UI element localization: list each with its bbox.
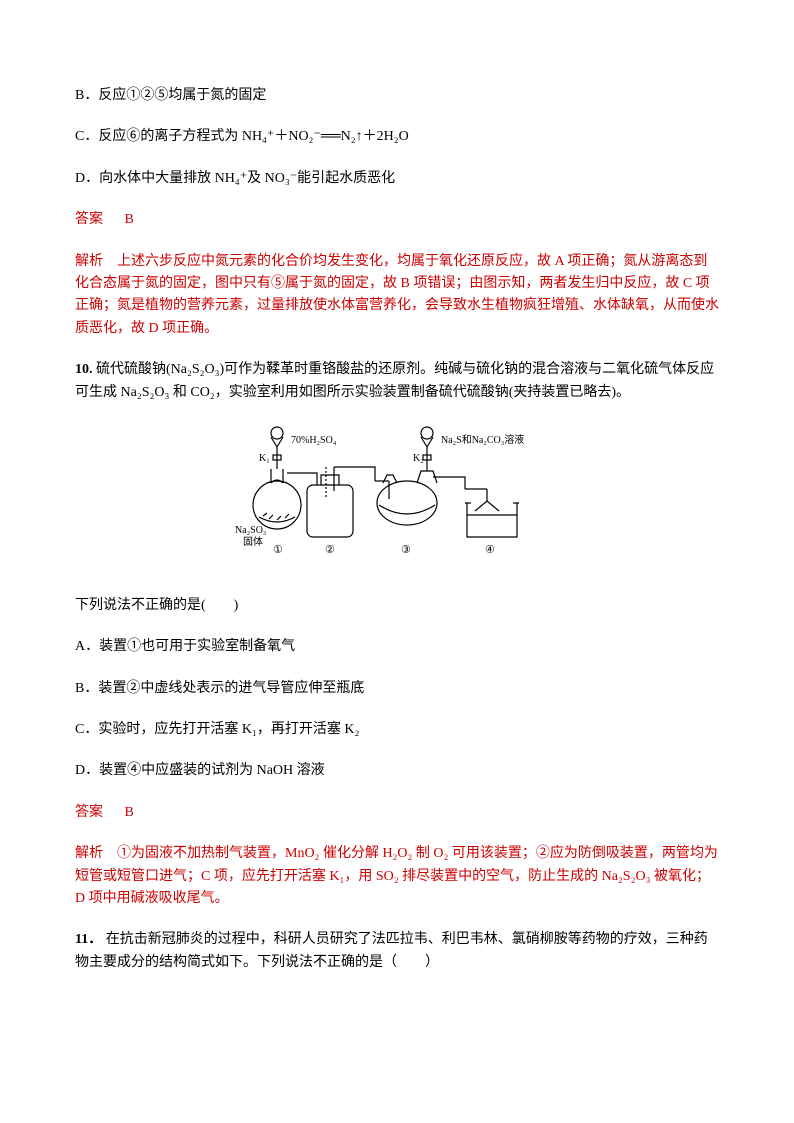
- explanation-text: 上述六步反应中氮元素的化合价均发生变化，均属于氧化还原反应，故 A 项正确；氮从…: [75, 254, 719, 336]
- explanation-1: 解析 上述六步反应中氮元素的化合价均发生变化，均属于氧化还原反应，故 A 项正确…: [75, 251, 719, 341]
- diagram-num-3: ③: [401, 544, 411, 556]
- q10-option-a: A．装置①也可用于实验室制备氧气: [75, 636, 719, 658]
- explanation-label-2: 解析: [75, 846, 103, 861]
- q11-number: 11．: [75, 932, 102, 947]
- option-d: D．向水体中大量排放 NH₄⁺及 NO₃⁻能引起水质恶化: [75, 168, 719, 190]
- label-na2so3-2: 固体: [243, 536, 263, 548]
- answer-value: B: [125, 212, 134, 227]
- label-h2so4: 70%H₂SO₄: [291, 435, 337, 446]
- answer-1: 答案 B: [75, 209, 719, 231]
- q10-number: 10.: [75, 362, 93, 377]
- explanation-2: 解析 ①为固液不加热制气装置，MnO₂ 催化分解 H₂O₂ 制 O₂ 可用该装置…: [75, 843, 719, 910]
- diagram-num-2: ②: [325, 544, 335, 556]
- q10-option-b: B．装置②中虚线处表示的进气导管应伸至瓶底: [75, 678, 719, 700]
- answer-value-2: B: [125, 805, 134, 820]
- diagram-num-4: ④: [485, 544, 495, 556]
- label-mix: Na₂S和Na₂CO₃溶液: [441, 433, 524, 446]
- q10-stem: 下列说法不正确的是( ): [75, 595, 719, 617]
- label-k2: K₂: [413, 453, 424, 464]
- question-10: 10. 硫代硫酸钠(Na₂S₂O₃)可作为鞣革时重铬酸盐的还原剂。纯碱与硫化钠的…: [75, 359, 719, 404]
- answer-label: 答案: [75, 212, 103, 227]
- apparatus-diagram: K₁ 70%H₂SO₄ Na₂SO₃ 固体 ① ②: [75, 423, 719, 573]
- explanation-text-2: ①为固液不加热制气装置，MnO₂ 催化分解 H₂O₂ 制 O₂ 可用该装置；②应…: [75, 846, 718, 906]
- explanation-label: 解析: [75, 254, 103, 269]
- label-na2so3-1: Na₂SO₃: [235, 525, 266, 536]
- label-k1: K₁: [259, 453, 270, 464]
- answer-label-2: 答案: [75, 805, 103, 820]
- q10-option-d: D．装置④中应盛装的试剂为 NaOH 溶液: [75, 760, 719, 782]
- diagram-num-1: ①: [273, 544, 283, 556]
- q10-option-c: C．实验时，应先打开活塞 K₁，再打开活塞 K₂: [75, 719, 719, 741]
- option-b: B．反应①②⑤均属于氮的固定: [75, 85, 719, 107]
- answer-2: 答案 B: [75, 802, 719, 824]
- q10-text: 硫代硫酸钠(Na₂S₂O₃)可作为鞣革时重铬酸盐的还原剂。纯碱与硫化钠的混合溶液…: [75, 362, 714, 399]
- q11-text: 在抗击新冠肺炎的过程中，科研人员研究了法匹拉韦、利巴韦林、氯硝柳胺等药物的疗效，…: [75, 932, 708, 969]
- option-c: C．反应⑥的离子方程式为 NH₄⁺＋NO₂⁻══N₂↑＋2H₂O: [75, 126, 719, 148]
- question-11: 11． 在抗击新冠肺炎的过程中，科研人员研究了法匹拉韦、利巴韦林、氯硝柳胺等药物…: [75, 929, 719, 974]
